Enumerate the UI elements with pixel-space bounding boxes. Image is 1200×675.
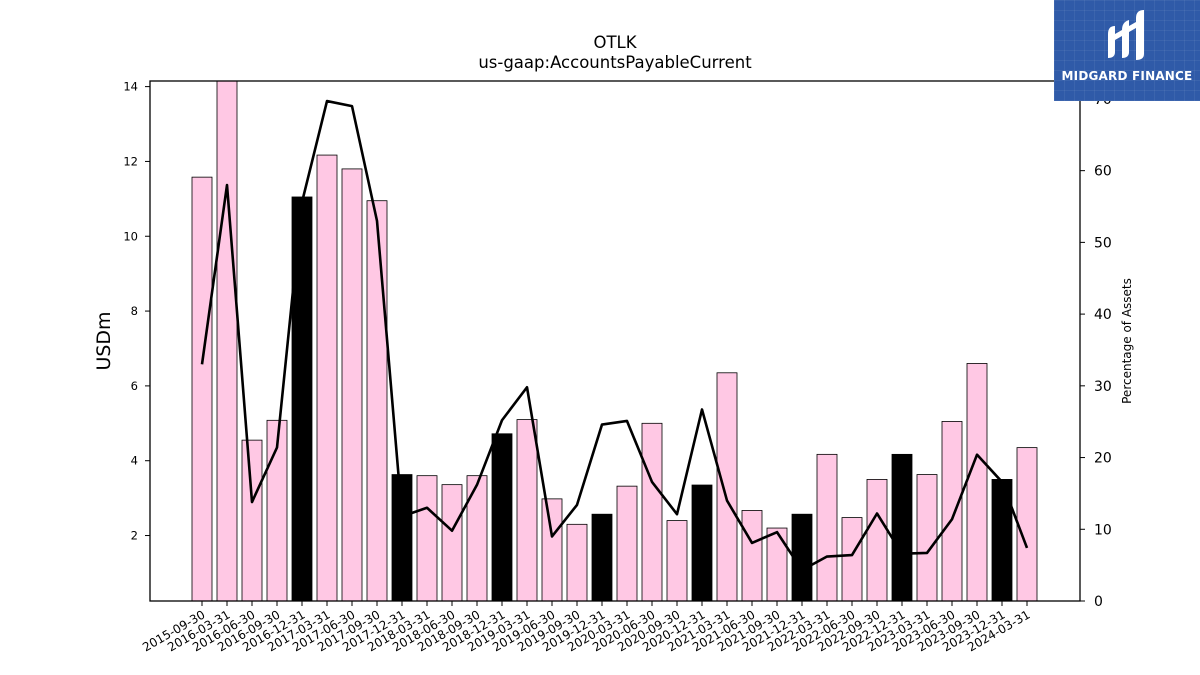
bar-2021-09-30 xyxy=(766,527,788,601)
bar-2019-06-30 xyxy=(541,498,563,601)
y2-tick-label: 30 xyxy=(1094,379,1112,395)
y2-tick-label: 0 xyxy=(1094,594,1103,610)
y2-tick-label: 60 xyxy=(1094,164,1112,180)
y-tick-label: 8 xyxy=(131,304,138,318)
midgard-finance-logo: MIDGARD FINANCE xyxy=(1054,0,1200,101)
bar-2023-06-30 xyxy=(941,421,963,601)
bar-2020-03-31 xyxy=(616,485,638,601)
plot-frame xyxy=(149,80,1081,602)
bar-2015-09-30 xyxy=(191,176,213,601)
bar-2018-09-30 xyxy=(466,475,488,601)
y2-tick-label: 50 xyxy=(1094,235,1112,251)
y-tick-label: 2 xyxy=(131,529,138,543)
bar-series xyxy=(191,81,1038,601)
bar-2016-03-31 xyxy=(216,81,238,601)
midgard-logo-icon xyxy=(1108,10,1144,60)
y2-axis-label: Percentage of Assets xyxy=(1120,278,1134,404)
bar-2020-09-30 xyxy=(666,520,688,601)
axes: 24681012140102030405060702015-09-302016-… xyxy=(123,80,1111,655)
pct-assets-line xyxy=(200,99,1029,572)
bar-2023-09-30 xyxy=(966,363,988,601)
chart-title: OTLK xyxy=(593,33,637,52)
bar-2023-12-31 xyxy=(991,479,1013,601)
bar-2022-03-31 xyxy=(816,453,838,601)
bar-2018-03-31 xyxy=(416,475,438,601)
y-tick-label: 12 xyxy=(123,154,138,168)
bar-2016-12-31 xyxy=(291,196,313,601)
bar-2022-12-31 xyxy=(891,453,913,601)
bar-2022-06-30 xyxy=(841,517,863,601)
y-tick-label: 4 xyxy=(131,454,138,468)
bar-2016-09-30 xyxy=(266,419,288,601)
bar-2019-12-31 xyxy=(591,513,613,601)
bar-2017-06-30 xyxy=(341,168,363,601)
y2-tick-label: 40 xyxy=(1094,307,1112,323)
bar-2017-09-30 xyxy=(366,200,388,601)
line-series xyxy=(200,99,1029,572)
chart-subtitle: us-gaap:AccountsPayableCurrent xyxy=(478,53,752,72)
bar-2018-12-31 xyxy=(491,433,513,601)
bar-2017-12-31 xyxy=(391,474,413,601)
y-axis-label: USDm xyxy=(93,311,115,370)
bar-2019-09-30 xyxy=(566,523,588,601)
bar-2019-03-31 xyxy=(516,419,538,601)
y2-tick-label: 10 xyxy=(1094,522,1112,538)
bar-2018-06-30 xyxy=(441,484,463,601)
y-tick-label: 10 xyxy=(123,229,138,243)
bar-2021-03-31 xyxy=(716,372,738,601)
y-tick-label: 6 xyxy=(131,379,138,393)
bar-2020-06-30 xyxy=(641,422,663,601)
brand-name: MIDGARD FINANCE xyxy=(1061,69,1193,83)
bar-2023-03-31 xyxy=(916,474,938,601)
bar-2017-03-31 xyxy=(316,154,338,601)
bar-2024-03-31 xyxy=(1016,447,1038,601)
y2-tick-label: 20 xyxy=(1094,451,1112,467)
bar-2016-06-30 xyxy=(241,439,263,601)
bar-2020-12-31 xyxy=(691,484,713,601)
bar-2022-09-30 xyxy=(866,479,888,601)
bar-2021-06-30 xyxy=(741,510,763,601)
y-tick-label: 14 xyxy=(123,80,138,94)
